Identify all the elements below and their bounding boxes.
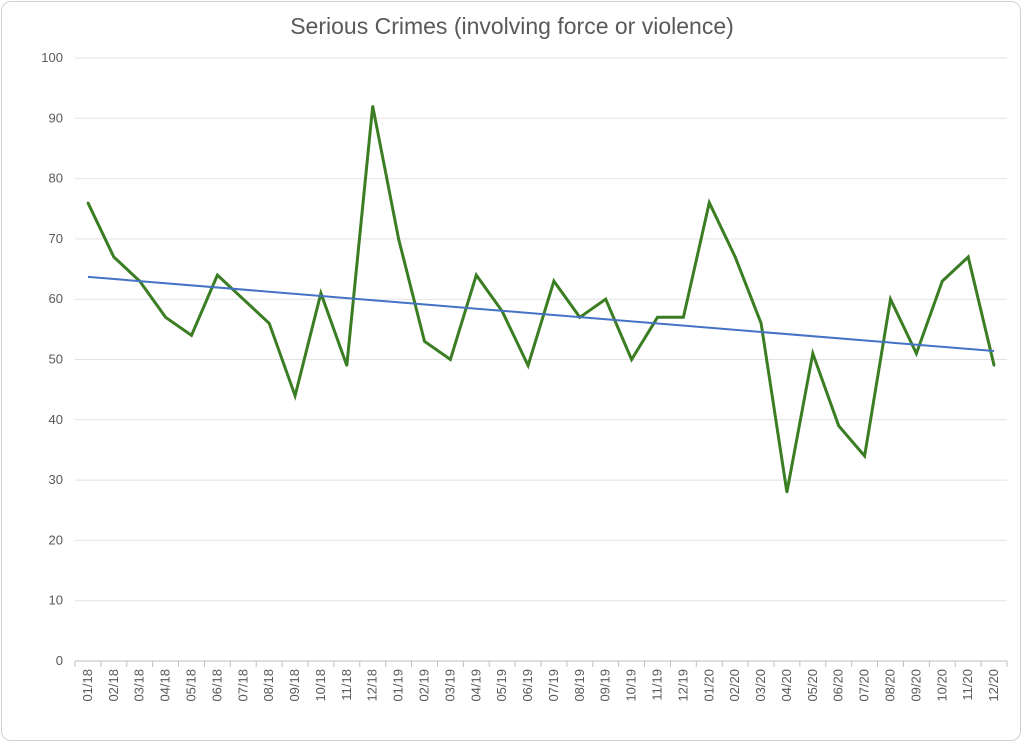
x-tick-label: 03/18 (132, 669, 147, 702)
data-point (759, 322, 763, 325)
trendline (87, 275, 995, 353)
x-tick-label: 11/18 (339, 669, 354, 701)
data-point (397, 237, 400, 241)
data-point (293, 394, 297, 397)
data-point (449, 358, 452, 361)
data-point (190, 334, 193, 337)
x-tick-label: 10/18 (313, 669, 328, 702)
data-point (604, 298, 607, 301)
x-tick-label: 05/18 (184, 669, 199, 702)
data-point (526, 364, 530, 367)
data-point (656, 316, 659, 319)
x-tick-label: 01/20 (701, 669, 716, 702)
y-tick-label: 90 (49, 110, 63, 125)
x-tick-label: 04/18 (158, 669, 173, 702)
data-point (837, 424, 840, 428)
y-tick-label: 10 (49, 593, 63, 608)
linear-trendline (87, 275, 995, 353)
x-tick-label: 06/20 (831, 669, 846, 702)
y-tick-label: 30 (49, 472, 63, 487)
x-tick-label: 07/18 (235, 669, 250, 702)
y-tick-label: 80 (49, 171, 63, 186)
x-tick-label: 08/19 (572, 669, 587, 702)
x-tick-label: 07/19 (546, 669, 561, 702)
data-point (630, 358, 633, 361)
data-point (242, 298, 245, 301)
data-point (112, 255, 116, 259)
data-point (86, 201, 90, 204)
x-tick-label: 05/20 (805, 669, 820, 702)
data-point (889, 298, 892, 301)
data-point (423, 340, 426, 343)
x-tick-label: 05/19 (494, 669, 509, 702)
x-tick-label: 03/19 (442, 669, 457, 702)
x-tick-label: 09/18 (287, 669, 302, 702)
data-point (164, 316, 167, 319)
x-tick-label: 08/20 (883, 669, 898, 702)
series-line (86, 105, 996, 493)
y-tick-label: 40 (49, 412, 63, 427)
series-lines (86, 105, 996, 494)
data-point (915, 352, 918, 355)
data-point (475, 273, 478, 277)
data-point (966, 255, 970, 259)
x-tick-label: 03/20 (753, 669, 768, 702)
data-point (708, 201, 711, 204)
data-point (863, 454, 866, 458)
x-tick-label: 02/19 (417, 669, 432, 702)
x-tick-label: 11/20 (960, 669, 975, 701)
x-tick-label: 01/19 (391, 669, 406, 702)
x-tick-label: 07/20 (857, 669, 872, 702)
x-tick-label: 01/18 (80, 669, 95, 702)
x-tick-label: 04/20 (779, 669, 794, 702)
x-tick-label: 12/18 (365, 669, 380, 702)
x-axis: 01/18 02/18 03/18 04/18 05/18 06/18 07/18 08/18… (74, 660, 1008, 702)
x-tick-label: 10/20 (934, 669, 949, 702)
data-point (552, 279, 556, 283)
y-tick-label: 50 (49, 352, 63, 367)
gridlines (75, 57, 1007, 602)
data-point (785, 490, 789, 494)
chart-title: Serious Crimes (involving force or viole… (290, 13, 734, 39)
data-point (811, 352, 815, 355)
y-tick-label: 60 (49, 291, 63, 306)
x-tick-label: 10/19 (624, 669, 639, 702)
data-point (992, 364, 996, 367)
data-point (216, 273, 219, 277)
y-tick-label: 100 (41, 50, 63, 65)
x-tick-label: 12/19 (675, 669, 690, 702)
x-tick-label: 02/20 (727, 669, 742, 702)
x-tick-label: 04/19 (468, 669, 483, 702)
x-tick-label: 12/20 (986, 669, 1001, 702)
x-tick-label: 08/18 (261, 669, 276, 702)
x-tick-label: 06/19 (520, 669, 535, 702)
x-tick-label: 11/19 (650, 669, 665, 701)
y-tick-label: 70 (49, 231, 63, 246)
data-point (733, 255, 737, 259)
x-tick-label: 02/18 (106, 669, 121, 702)
data-point (941, 279, 944, 283)
data-point (319, 291, 323, 295)
y-tick-label: 0 (56, 653, 63, 668)
data-point (267, 322, 271, 325)
x-tick-label: 09/20 (908, 669, 923, 702)
x-tick-label: 09/19 (598, 669, 613, 702)
data-point (371, 105, 374, 108)
y-axis-tick-labels: 0 10 20 30 40 50 60 70 80 90 100 (41, 50, 63, 668)
data-point (682, 316, 685, 319)
x-tick-label: 06/18 (209, 669, 224, 702)
data-point (345, 364, 349, 367)
y-tick-label: 20 (49, 532, 63, 547)
